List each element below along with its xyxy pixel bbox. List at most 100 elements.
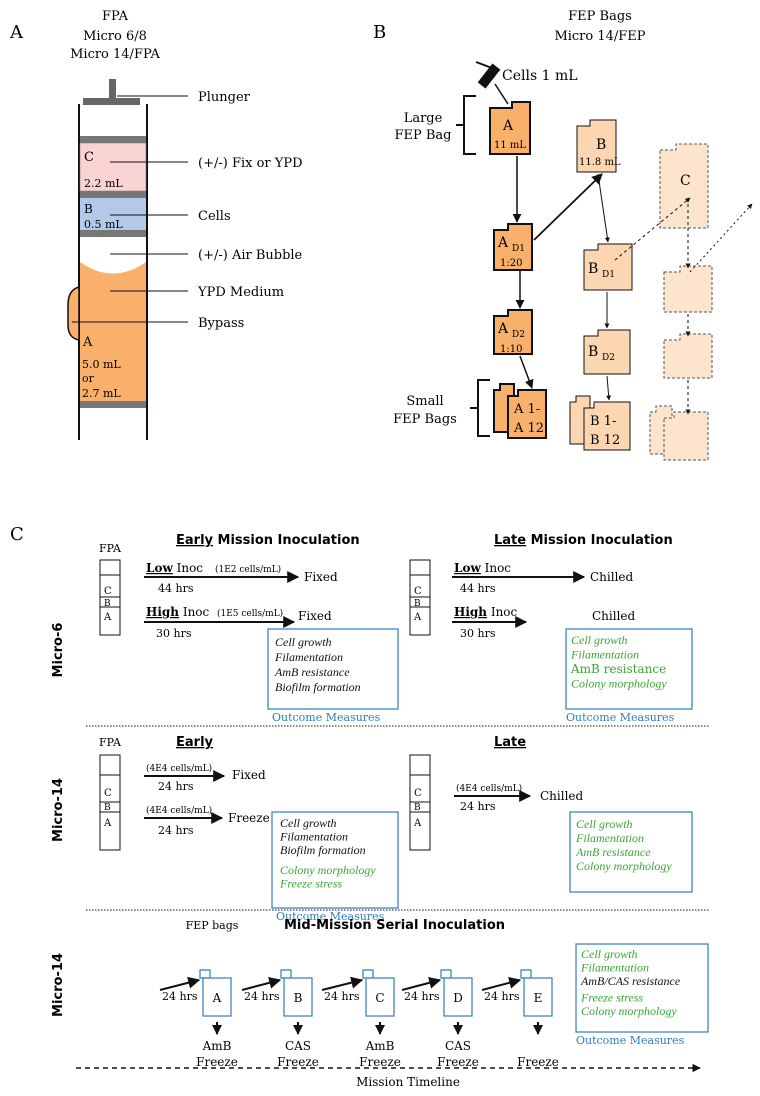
serial-arrow <box>241 976 282 991</box>
fep-bag <box>202 977 232 1017</box>
outcome-item: Filamentation <box>580 961 649 975</box>
early-low-inoc: Low Inoc <box>146 561 203 575</box>
svg-text:B: B <box>104 803 111 813</box>
bag-a-d1-dilution: 1:20 <box>500 258 522 269</box>
outcome-item: Filamentation <box>575 831 644 845</box>
panel-a-title: FPA <box>102 9 129 24</box>
early-mission-title: Early Mission Inoculation <box>176 533 360 548</box>
chamber-a-volume-2: or <box>82 372 95 385</box>
section-2-fpa-label: FPA <box>99 736 122 749</box>
bag-drug: CAS <box>285 1039 311 1053</box>
panel-b-letter: B <box>373 22 386 43</box>
late-outcome-label: Outcome Measures <box>566 711 675 724</box>
chamber-a-volume-3: 2.7 mL <box>82 387 121 400</box>
bag-a-d2-dilution: 1:10 <box>500 344 522 355</box>
bag-c <box>659 143 709 229</box>
s2-conc-1: (4E4 cells/mL) <box>146 763 212 774</box>
early-outcome-label: Outcome Measures <box>272 711 381 724</box>
early-low-result: Fixed <box>304 570 338 584</box>
outcome-item: Biofilm formation <box>275 680 361 694</box>
bag-port <box>520 969 532 979</box>
s2-result-1: Fixed <box>232 768 266 782</box>
s2-late-outcome-box <box>569 811 693 893</box>
early-low-conc: (1E2 cells/mL) <box>215 564 281 575</box>
s2-hours-1: 24 hrs <box>158 780 194 793</box>
outcome-item: Cell growth <box>280 816 337 830</box>
svg-text:A: A <box>413 612 422 623</box>
small-bag-a-line-2: A 12 <box>513 421 544 436</box>
bag-b-d2 <box>583 329 631 375</box>
outcome-item: Freeze stress <box>279 876 342 890</box>
serial-hours: 24 hrs <box>244 990 280 1003</box>
bag-a-d2 <box>493 309 533 355</box>
bag-port <box>440 969 452 979</box>
late-high-inoc: High Inoc <box>454 605 518 619</box>
bag-a <box>489 101 531 155</box>
large-bag-label-1: Large <box>404 111 443 126</box>
bag-a-volume: 11 mL <box>494 140 526 151</box>
svg-text:A: A <box>103 612 112 623</box>
s2-late-result: Chilled <box>540 789 584 803</box>
serial-hours: 24 hrs <box>404 990 440 1003</box>
svg-text:C: C <box>414 586 422 597</box>
bag-action: Freeze <box>437 1055 479 1069</box>
bag-action: Freeze <box>277 1055 319 1069</box>
bag-a-letter: A <box>502 118 514 134</box>
bag-c-d2 <box>663 333 713 379</box>
label-cells: Cells <box>198 209 231 224</box>
outcome-item: Cell growth <box>571 633 628 647</box>
outcome-item: Colony morphology <box>280 863 376 877</box>
outcome-item: Biofilm formation <box>280 843 366 857</box>
late-low-hours: 44 hrs <box>460 582 496 595</box>
outcome-item: AmB resistance <box>274 665 350 679</box>
svg-text:C: C <box>104 586 112 597</box>
svg-text:C: C <box>104 788 112 799</box>
bag-drug: AmB <box>365 1039 395 1053</box>
outcome-item: AmB/CAS resistance <box>580 974 681 988</box>
small-bag-b-line-2: B 12 <box>590 433 620 448</box>
svg-text:B: B <box>104 599 111 609</box>
bag-action: Freeze <box>517 1055 559 1069</box>
bag-c-d1 <box>663 265 713 313</box>
small-bag-b-line-1: B 1- <box>590 414 616 429</box>
bag-b-volume: 11.8 mL <box>579 157 621 168</box>
svg-text:A: A <box>103 818 112 829</box>
outcome-item: Colony morphology <box>571 677 667 691</box>
chamber-a-volume-1: 5.0 mL <box>82 358 121 371</box>
air-bubble <box>80 237 146 274</box>
outcome-item: AmB resistance <box>570 662 666 676</box>
panel-a-letter: A <box>9 22 24 43</box>
bag-a-d1-letter: A <box>497 235 509 251</box>
outcome-item: Cell growth <box>275 635 332 649</box>
outcome-item: Colony morphology <box>576 859 672 873</box>
panel-a-subtitle-2: Micro 14/FPA <box>70 47 160 62</box>
bag-b-d1-letter: B <box>588 261 598 277</box>
svg-text:C: C <box>414 788 422 799</box>
large-bag-label-2: FEP Bag <box>394 128 451 143</box>
s2-early-outcome-label: Outcome Measures <box>276 910 385 923</box>
s3-outcome-label: Outcome Measures <box>576 1034 685 1047</box>
bag-action: Freeze <box>196 1055 238 1069</box>
panel-b-title: FEP Bags <box>568 9 632 24</box>
section-2-early-title: Early <box>176 735 214 750</box>
fep-bag <box>283 977 313 1017</box>
separator <box>80 230 146 237</box>
outcome-item: Colony morphology <box>581 1004 677 1018</box>
chamber-c-volume: 2.2 mL <box>84 177 123 190</box>
small-bag-c-front <box>663 411 709 461</box>
bag-drug: CAS <box>445 1039 471 1053</box>
section-3-side-label: Micro-14 <box>51 953 66 1017</box>
separator <box>80 136 146 143</box>
early-low-hours: 44 hrs <box>158 582 194 595</box>
serial-hours: 24 hrs <box>324 990 360 1003</box>
serial-arrow <box>401 976 442 991</box>
small-bag-b-front <box>583 401 631 451</box>
bag-port <box>199 969 211 979</box>
section-1-fpa-label: FPA <box>99 542 122 555</box>
plunger-shape <box>83 79 140 105</box>
early-high-inoc: High Inoc <box>146 605 210 619</box>
panel-b-subtitle: Micro 14/FEP <box>554 29 645 44</box>
small-bag-label-1: Small <box>406 394 443 409</box>
section-2-late-title: Late <box>494 735 526 750</box>
